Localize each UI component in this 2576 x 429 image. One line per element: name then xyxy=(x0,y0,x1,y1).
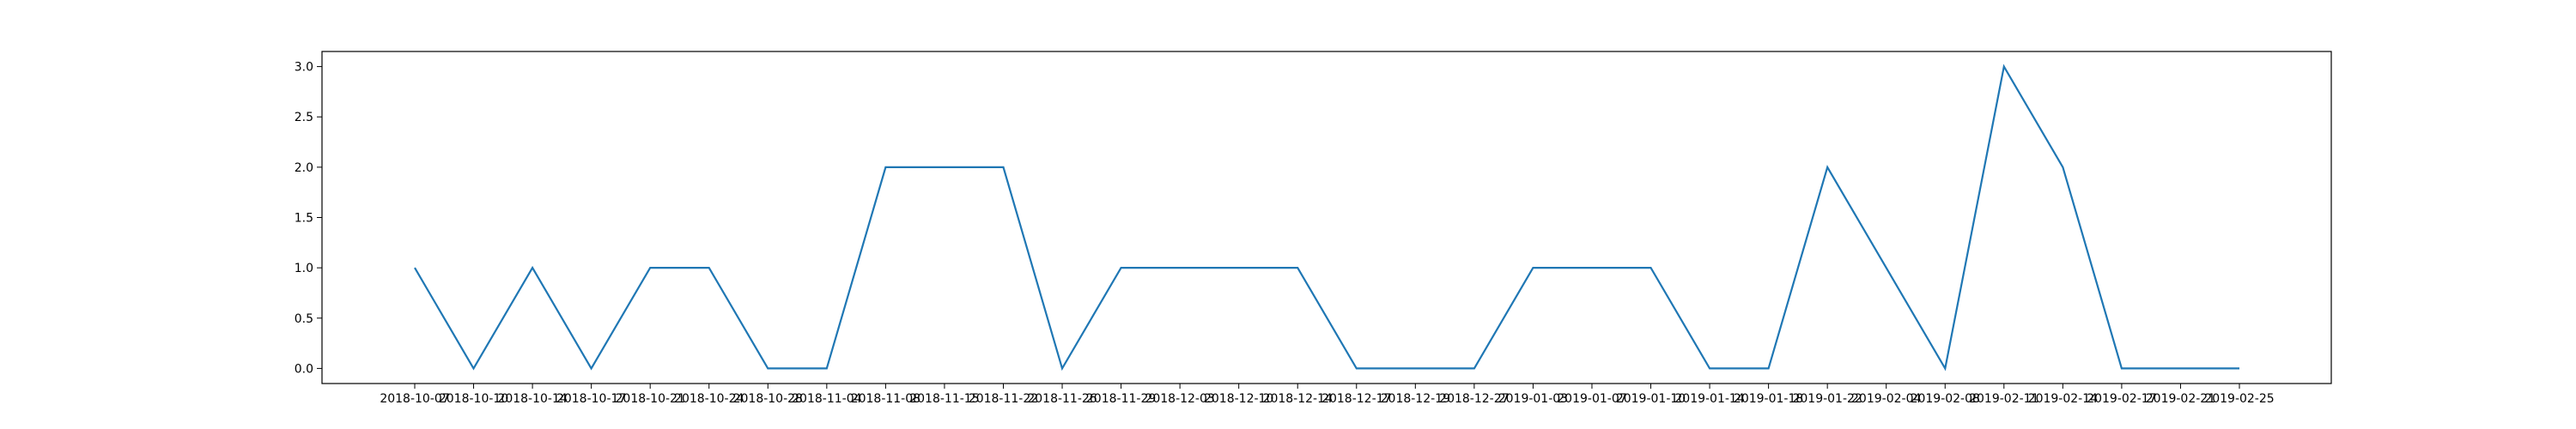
x-tick-label: 2018-10-14 xyxy=(497,392,567,406)
x-tick-label: 2018-10-07 xyxy=(380,392,449,406)
x-tick-label: 2018-11-08 xyxy=(851,392,920,406)
x-tick-label: 2018-12-27 xyxy=(1439,392,1509,406)
y-tick-label: 1.0 xyxy=(295,262,313,275)
x-tick-label: 2019-02-25 xyxy=(2204,392,2274,406)
x-tick-label: 2018-12-17 xyxy=(1321,392,1391,406)
x-tick-label: 2019-02-17 xyxy=(2087,392,2156,406)
y-tick-label: 2.5 xyxy=(295,111,313,124)
x-tick-label: 2019-02-21 xyxy=(2146,392,2215,406)
x-tick-label: 2018-12-03 xyxy=(1145,392,1214,406)
x-tick-label: 2019-01-18 xyxy=(1734,392,1803,406)
plot-area-frame xyxy=(321,51,2332,384)
x-tick-label: 2018-12-14 xyxy=(1263,392,1333,406)
x-tick-label: 2019-01-22 xyxy=(1792,392,1862,406)
y-tick-label: 3.0 xyxy=(295,61,313,75)
x-tick-label: 2018-11-15 xyxy=(909,392,979,406)
x-tick-label: 2018-10-17 xyxy=(556,392,626,406)
y-tick-label: 0.5 xyxy=(295,312,313,326)
x-tick-label: 2019-02-08 xyxy=(1911,392,1980,406)
x-tick-label: 2019-01-03 xyxy=(1498,392,1568,406)
x-tick-label: 2019-01-14 xyxy=(1674,392,1744,406)
x-tick-label: 2018-12-19 xyxy=(1381,392,1450,406)
x-tick-label: 2019-01-10 xyxy=(1616,392,1686,406)
x-tick-label: 2018-10-28 xyxy=(733,392,803,406)
x-tick-label: 2018-11-22 xyxy=(969,392,1038,406)
x-tick-label: 2019-02-14 xyxy=(2028,392,2098,406)
x-tick-label: 2018-11-29 xyxy=(1086,392,1156,406)
x-tick-label: 2018-10-21 xyxy=(616,392,685,406)
y-tick-label: 2.0 xyxy=(295,161,313,175)
x-tick-label: 2018-10-10 xyxy=(439,392,508,406)
x-tick-label: 2018-10-24 xyxy=(674,392,744,406)
x-tick-label: 2018-11-26 xyxy=(1027,392,1097,406)
x-tick-label: 2018-11-04 xyxy=(792,392,861,406)
x-axis-ticks: 2018-10-072018-10-102018-10-142018-10-17… xyxy=(380,384,2275,406)
x-tick-label: 2019-02-04 xyxy=(1851,392,1921,406)
series-line xyxy=(414,63,2239,372)
y-tick-label: 1.5 xyxy=(295,212,313,226)
x-tick-label: 2019-02-11 xyxy=(1969,392,2038,406)
y-axis-ticks: 0.0 0.5 1.0 1.5 2.0 2.5 3.0 xyxy=(295,61,322,376)
y-tick-label: 0.0 xyxy=(295,362,313,376)
x-tick-label: 2019-01-07 xyxy=(1557,392,1626,406)
x-tick-label: 2018-12-10 xyxy=(1204,392,1273,406)
